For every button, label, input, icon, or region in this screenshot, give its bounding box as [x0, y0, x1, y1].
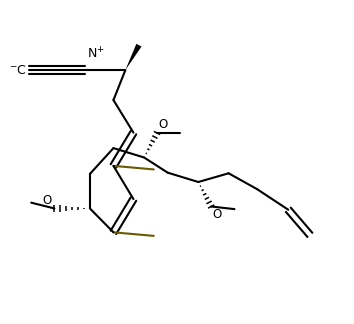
Text: N$^{+}$: N$^{+}$	[87, 47, 104, 62]
Polygon shape	[125, 44, 142, 70]
Text: O: O	[42, 193, 51, 206]
Text: O: O	[212, 208, 221, 221]
Text: $^{-}$C: $^{-}$C	[9, 64, 27, 76]
Text: O: O	[158, 118, 167, 131]
